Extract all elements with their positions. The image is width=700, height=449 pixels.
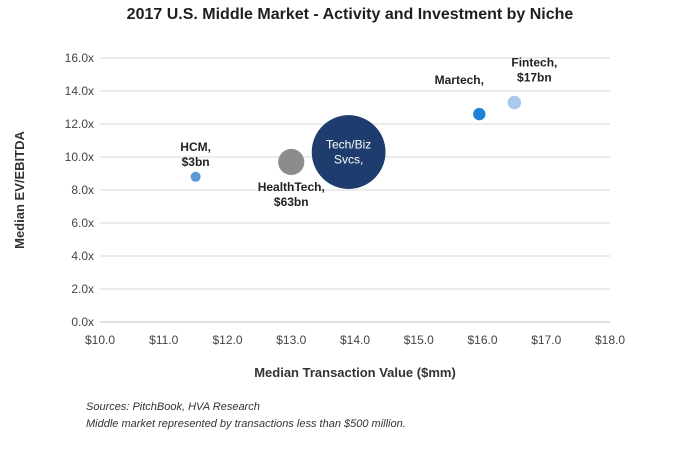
bubble-label-hcm: HCM, $3bn	[180, 140, 211, 169]
bubble-label-martech: Martech,	[435, 73, 484, 87]
x-axis-title: Median Transaction Value ($mm)	[254, 365, 456, 380]
y-tick-label: 6.0x	[71, 216, 94, 230]
x-tick-label: $11.0	[149, 333, 178, 347]
y-tick-label: 16.0x	[65, 51, 94, 65]
x-axis-ticks: $10.0 $11.0 $12.0 $13.0 $14.0 $15.0 $16.0 $17.0…	[85, 333, 625, 347]
bubble-label-healthtech: HealthTech, $63bn	[258, 180, 325, 209]
y-tick-label: 8.0x	[71, 183, 94, 197]
y-axis-ticks: 0.0x 2.0x 4.0x 6.0x 8.0x 10.0x 12.0x 14.0x 16.0x	[65, 51, 94, 329]
y-axis-title: Median EV/EBITDA	[12, 131, 27, 249]
bubble-hcm	[190, 171, 201, 182]
bubble-label-fintech: Fintech, $17bn	[511, 56, 557, 85]
source-note: Sources: PitchBook, HVA Research	[86, 401, 260, 413]
x-tick-label: $14.0	[340, 333, 370, 347]
x-tick-label: $15.0	[404, 333, 434, 347]
y-tick-label: 4.0x	[71, 249, 94, 263]
chart-notes: Sources: PitchBook, HVA Research Middle …	[86, 399, 406, 433]
bubble-martech	[473, 107, 486, 121]
bubbles	[190, 95, 522, 189]
bubble-fintech	[507, 95, 522, 110]
gridlines	[100, 57, 610, 323]
chart-title: 2017 U.S. Middle Market - Activity and I…	[126, 6, 574, 23]
bubble-label-tech-biz-svcs: Tech/Biz Svcs,	[326, 138, 371, 167]
y-tick-label: 10.0x	[65, 150, 94, 164]
bubble-healthtech	[278, 148, 305, 176]
x-tick-label: $18.0	[595, 333, 625, 347]
y-tick-label: 12.0x	[65, 117, 94, 131]
x-tick-label: $13.0	[276, 333, 306, 347]
y-tick-label: 2.0x	[71, 282, 94, 296]
definition-note: Middle market represented by transaction…	[86, 418, 406, 430]
y-tick-label: 0.0x	[71, 315, 94, 329]
x-tick-label: $16.0	[467, 333, 497, 347]
y-tick-label: 14.0x	[65, 84, 94, 98]
x-tick-label: $12.0	[212, 333, 242, 347]
bubble-tech-biz-svcs	[311, 115, 386, 189]
x-tick-label: $10.0	[85, 333, 115, 347]
x-tick-label: $17.0	[531, 333, 561, 347]
